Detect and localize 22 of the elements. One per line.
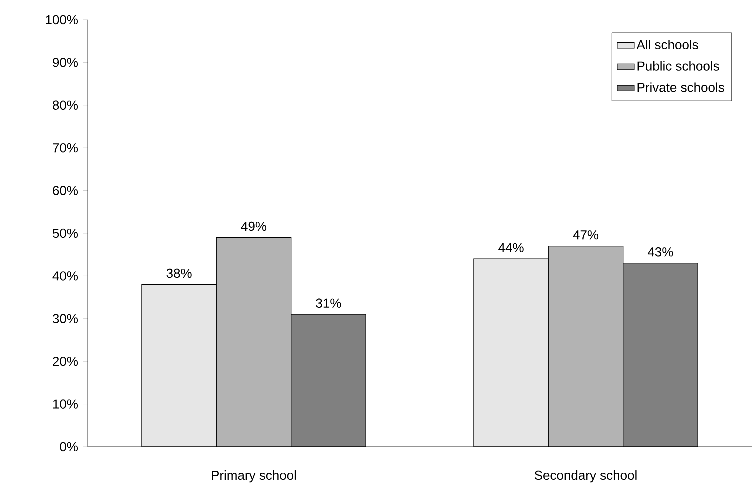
y-tick-label: 20%	[53, 357, 78, 366]
legend-label: Private schools	[638, 82, 724, 92]
y-tick-label: 70%	[53, 144, 78, 153]
y-tick-label: 0%	[60, 442, 78, 452]
y-tick-label: 10%	[53, 400, 78, 409]
data-label: 47%	[573, 230, 599, 240]
y-tick-label: 40%	[52, 272, 78, 281]
y-tick-label: 90%	[53, 58, 78, 68]
legend-label: All schools	[636, 40, 698, 50]
data-label: 44%	[498, 243, 524, 252]
legend-label: Public schools	[638, 61, 720, 71]
data-label: 31%	[316, 298, 342, 308]
x-tick-label: Primary school	[212, 470, 296, 483]
data-label: 43%	[648, 248, 674, 257]
y-tick-label: 60%	[53, 186, 78, 196]
y-tick-label: 30%	[52, 314, 78, 324]
data-label: 38%	[166, 268, 192, 278]
y-tick-label: 100%	[46, 15, 78, 25]
y-tick-label: 50%	[52, 228, 78, 238]
data-label: 49%	[241, 222, 267, 232]
y-tick-label: 80%	[53, 100, 78, 110]
x-tick-label: Secondary school	[534, 470, 637, 483]
